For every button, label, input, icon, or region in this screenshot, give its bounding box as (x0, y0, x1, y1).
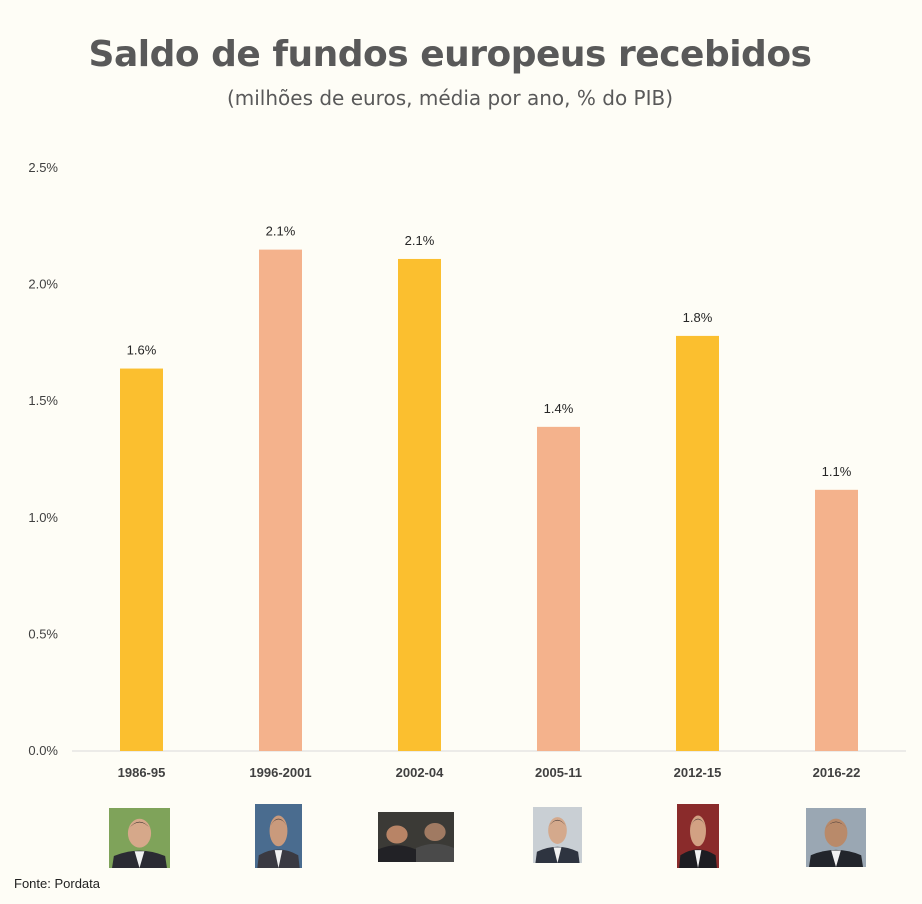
y-tick-label: 1.5% (28, 393, 58, 408)
bar-1996-2001 (259, 249, 302, 751)
x-tick-label: 2012-15 (674, 765, 722, 780)
data-label: 1.4% (544, 401, 574, 416)
portrait-photo-2005-11 (533, 807, 582, 863)
y-tick-label: 1.0% (28, 510, 58, 525)
bar-2005-11 (537, 426, 580, 751)
y-tick-label: 0.5% (28, 626, 58, 641)
bar-1986-95 (120, 368, 163, 751)
y-tick-label: 0.0% (28, 743, 58, 758)
bar-chart: 0.0% 0.5% 1.0% 1.5% 2.0% 2.5% 1.6% 1986-95 2.1% 1… (28, 160, 906, 780)
source-note: Fonte: Pordata (14, 876, 100, 891)
chart-title: Saldo de fundos europeus recebidos (88, 34, 812, 75)
portrait-photo-1986-95 (109, 808, 170, 868)
x-tick-label: 2005-11 (535, 765, 582, 780)
data-label: 2.1% (266, 224, 296, 239)
portrait-photo-2002-04 (378, 812, 454, 862)
portrait-photo-1996-2001 (255, 804, 302, 868)
x-tick-label: 1986-95 (118, 765, 166, 780)
bar-2016-22 (815, 489, 858, 751)
x-tick-label: 2002-04 (396, 765, 444, 780)
data-label: 1.8% (683, 310, 713, 325)
portrait-row (0, 800, 922, 872)
x-tick-label: 1996-2001 (249, 765, 311, 780)
portrait-photo-2016-22 (806, 808, 866, 867)
chart-subtitle: (milhões de euros, média por ano, % do P… (226, 86, 674, 110)
portrait-photo-2012-15 (677, 804, 719, 868)
y-tick-label: 2.5% (28, 160, 58, 175)
bar-2002-04 (398, 258, 441, 751)
data-label: 2.1% (405, 233, 435, 248)
data-label: 1.6% (127, 343, 157, 358)
x-tick-label: 2016-22 (813, 765, 861, 780)
y-tick-label: 2.0% (28, 277, 58, 292)
data-label: 1.1% (822, 464, 852, 479)
bar-2012-15 (676, 335, 719, 751)
